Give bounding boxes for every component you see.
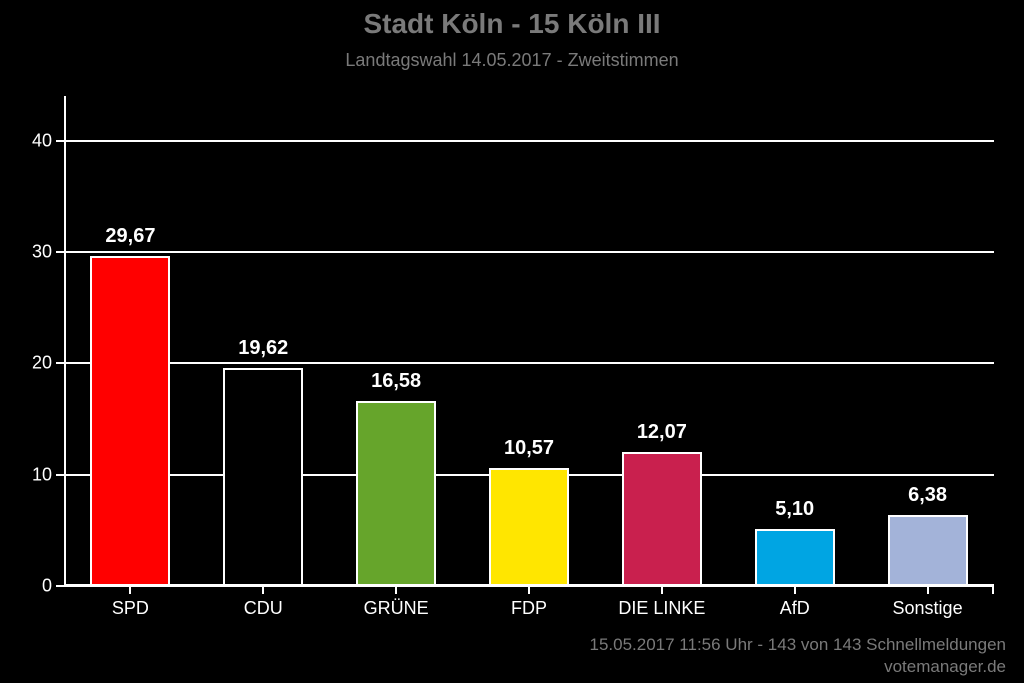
bar-value-label: 12,07 [637, 421, 687, 444]
y-tick [56, 362, 64, 364]
y-tick-label: 10 [32, 464, 52, 485]
y-axis [64, 96, 66, 586]
bar-cdu: 19,62CDU [223, 368, 303, 586]
gridline [64, 140, 994, 142]
gridline [64, 251, 994, 253]
category-label: AfD [780, 598, 810, 619]
x-tick [528, 586, 530, 594]
footer-status: 15.05.2017 11:56 Uhr - 143 von 143 Schne… [590, 635, 1007, 655]
bar-value-label: 19,62 [238, 337, 288, 360]
gridline [64, 362, 994, 364]
y-tick [56, 251, 64, 253]
y-tick [56, 474, 64, 476]
bar-fdp: 10,57FDP [489, 468, 569, 586]
category-label: GRÜNE [364, 598, 429, 619]
y-tick [56, 140, 64, 142]
category-label: DIE LINKE [618, 598, 705, 619]
bar-value-label: 16,58 [371, 370, 421, 393]
x-tick [992, 586, 994, 594]
election-bar-chart: Stadt Köln - 15 Köln III Landtagswahl 14… [0, 0, 1024, 683]
x-tick [927, 586, 929, 594]
bar-grüne: 16,58GRÜNE [356, 401, 436, 586]
x-tick [661, 586, 663, 594]
x-tick [262, 586, 264, 594]
bar-value-label: 29,67 [105, 225, 155, 248]
bar-value-label: 10,57 [504, 437, 554, 460]
bar-die-linke: 12,07DIE LINKE [622, 452, 702, 586]
y-tick-label: 30 [32, 241, 52, 262]
y-tick-label: 40 [32, 130, 52, 151]
y-tick-label: 0 [42, 576, 52, 597]
category-label: Sonstige [893, 598, 963, 619]
bar-value-label: 6,38 [908, 484, 947, 507]
x-tick [794, 586, 796, 594]
bar-spd: 29,67SPD [90, 256, 170, 586]
chart-title: Stadt Köln - 15 Köln III [0, 8, 1024, 40]
category-label: FDP [511, 598, 547, 619]
category-label: CDU [244, 598, 283, 619]
bar-sonstige: 6,38Sonstige [888, 515, 968, 586]
footer-credit: votemanager.de [884, 657, 1006, 677]
y-tick-label: 20 [32, 353, 52, 374]
bar-afd: 5,10AfD [755, 529, 835, 586]
plot-area: 01020304029,67SPD19,62CDU16,58GRÜNE10,57… [64, 96, 994, 586]
x-tick [395, 586, 397, 594]
chart-subtitle: Landtagswahl 14.05.2017 - Zweitstimmen [0, 50, 1024, 71]
y-tick [56, 585, 64, 587]
bar-value-label: 5,10 [775, 498, 814, 521]
category-label: SPD [112, 598, 149, 619]
x-tick [129, 586, 131, 594]
